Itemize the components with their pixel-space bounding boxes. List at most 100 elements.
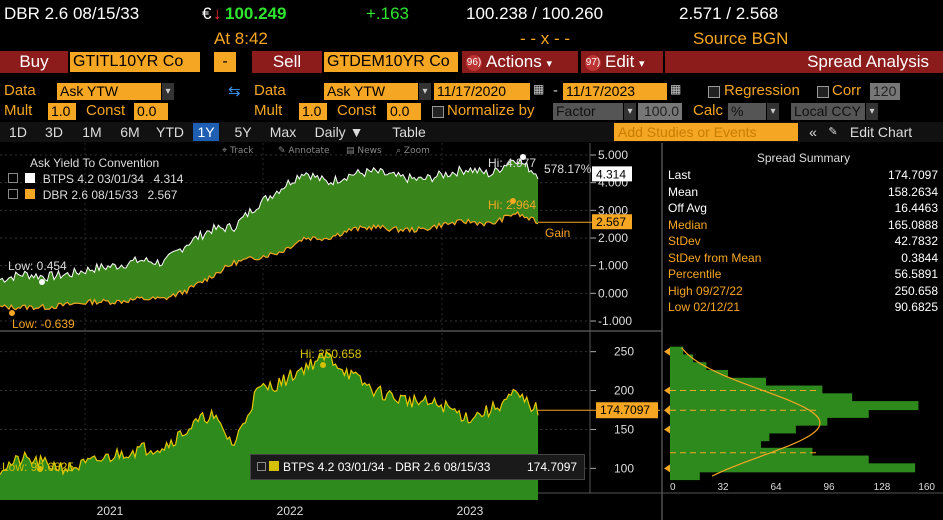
bottom-legend[interactable]: BTPS 4.2 03/01/34 - DBR 2.6 08/15/33 174…	[250, 454, 585, 480]
factor-input[interactable]: 100.0	[638, 103, 682, 120]
bid-ask: 100.238 / 100.260	[466, 4, 604, 23]
collapse-icon[interactable]: «	[809, 124, 817, 140]
expand-icon[interactable]	[8, 189, 18, 199]
legend-btps-name: BTPS 4.2 03/01/34	[42, 172, 145, 186]
spread-line	[0, 350, 539, 476]
calendar-icon[interactable]: ▦	[670, 82, 682, 96]
tab-ytd[interactable]: YTD	[156, 124, 184, 140]
const-label: Const	[86, 102, 126, 119]
table-button[interactable]: Table	[392, 124, 426, 140]
chevron-down-icon[interactable]: ▾	[162, 83, 174, 100]
buy-ticker-input[interactable]: GTITL10YR Co	[70, 52, 200, 72]
btps-high-label: Hi: 4.977	[488, 156, 536, 170]
histogram-bar	[670, 385, 823, 395]
quote-time: At 8:42	[214, 29, 268, 48]
y-tick-label: 200	[614, 384, 634, 398]
summary-value: 42.7832	[894, 234, 938, 248]
period-tabs: 1D 3D 1M 6M YTD 1Y 5Y Max Daily ▼ Table …	[0, 122, 943, 142]
regression-label: Regression	[724, 82, 800, 99]
edit-chart-button[interactable]: Edit Chart	[849, 124, 913, 140]
dbr-high-label: Hi: 2.964	[488, 198, 536, 212]
mid-placeholder: - - x - -	[520, 29, 571, 48]
expand-icon[interactable]	[257, 462, 266, 471]
hist-x-tick: 160	[918, 482, 935, 493]
edit-menu[interactable]: 97) Edit ▾	[581, 51, 663, 73]
hist-x-tick: 128	[874, 482, 891, 493]
chevron-down-icon: ▾	[546, 58, 553, 70]
summary-key: StDev from Mean	[668, 250, 762, 265]
news-tool[interactable]: ▤ News	[346, 146, 382, 156]
chevron-down-icon[interactable]: ▾	[624, 103, 636, 120]
data-select[interactable]: Ask YTW	[57, 83, 161, 100]
summary-row: Low 02/12/21 90.6825	[668, 300, 938, 316]
sell-ticker-input[interactable]: GTDEM10YR Co	[324, 52, 458, 72]
x-tick-label: 2022	[277, 504, 304, 518]
btps-low-marker	[39, 279, 45, 285]
tab-1d[interactable]: 1D	[9, 124, 27, 140]
tab-1y[interactable]: 1Y	[193, 123, 219, 141]
add-studies-input[interactable]: Add Studies or Events	[614, 123, 798, 141]
sell-button[interactable]: Sell	[252, 51, 322, 73]
chart-tools: ⌖ Track ✎ Annotate ▤ News ⌕ Zoom	[222, 146, 442, 158]
data2-label: Data	[254, 82, 286, 99]
calc-label: Calc	[693, 102, 724, 119]
summary-value: 56.5891	[894, 267, 938, 281]
mult2-input[interactable]: 1.0	[299, 103, 327, 120]
actions-menu[interactable]: 96) Actions ▾	[462, 51, 578, 73]
expand-icon[interactable]	[8, 173, 18, 183]
summary-row: Median 165.0888	[668, 218, 938, 234]
mult-input[interactable]: 1.0	[48, 103, 76, 120]
summary-key: Mean	[668, 184, 699, 199]
pencil-icon[interactable]: ✎	[828, 126, 838, 138]
histogram-bar	[670, 354, 694, 364]
annotate-tool[interactable]: ✎ Annotate	[278, 146, 330, 156]
track-tool[interactable]: ⌖ Track	[222, 146, 254, 156]
normalize-checkbox[interactable]	[432, 106, 444, 118]
legend-item-btps[interactable]: BTPS 4.2 03/01/34 4.314	[8, 172, 183, 186]
legend-item-dbr[interactable]: DBR 2.6 08/15/33 2.567	[8, 188, 177, 202]
actions-label: Actions	[486, 52, 542, 71]
zoom-tool[interactable]: ⌕ Zoom	[396, 146, 430, 156]
minus-button[interactable]: -	[214, 52, 236, 72]
top-legend: Ask Yield To Convention BTPS 4.2 03/01/3…	[8, 156, 198, 204]
regression-checkbox[interactable]	[708, 86, 720, 98]
corr-input[interactable]: 120	[870, 83, 900, 100]
calendar-icon[interactable]: ▦	[533, 82, 545, 96]
corr-checkbox[interactable]	[817, 86, 829, 98]
tab-5y[interactable]: 5Y	[234, 124, 252, 140]
zoom-label: Zoom	[403, 146, 430, 156]
buy-button[interactable]: Buy	[0, 51, 68, 73]
daily-select[interactable]: Daily ▼	[314, 124, 364, 140]
tab-3d[interactable]: 3D	[45, 124, 63, 140]
summary-title: Spread Summary	[756, 151, 851, 165]
current-arrow-marker	[664, 405, 670, 416]
ccy-select[interactable]: Local CCY	[791, 103, 865, 120]
tab-max[interactable]: Max	[269, 124, 297, 140]
swap-icon[interactable]: ⇆	[228, 83, 241, 100]
histogram-bar	[670, 401, 919, 411]
summary-row: StDev 42.7832	[668, 234, 938, 250]
const2-input[interactable]: 0.0	[387, 103, 421, 120]
data2-select[interactable]: Ask YTW	[324, 83, 418, 100]
security-name: DBR 2.6 08/15/33	[4, 4, 140, 23]
normalize-label: Normalize by	[447, 102, 535, 119]
tab-1m[interactable]: 1M	[82, 124, 102, 140]
start-date-input[interactable]: 11/17/2020	[434, 83, 530, 100]
chevron-down-icon[interactable]: ▾	[767, 103, 779, 120]
dbr-line	[0, 210, 539, 311]
factor-select[interactable]: Factor	[553, 103, 623, 120]
y-tick-label: 100	[614, 461, 634, 475]
quote-header: DBR 2.6 08/15/33 € ↓ 100.249 +.163 100.2…	[0, 0, 943, 30]
spread-last-tag	[596, 402, 658, 419]
dbr-low-marker	[9, 310, 15, 316]
dbr-high-marker	[510, 198, 516, 204]
const-input[interactable]: 0.0	[134, 103, 168, 120]
summary-key: StDev	[668, 234, 701, 248]
legend-dbr-name: DBR 2.6 08/15/33	[42, 188, 139, 202]
chevron-down-icon[interactable]: ▾	[866, 103, 878, 120]
histogram-bar	[670, 377, 767, 387]
tab-6m[interactable]: 6M	[120, 124, 140, 140]
calc-select[interactable]: %	[728, 103, 766, 120]
end-date-input[interactable]: 11/17/2023	[563, 83, 667, 100]
chevron-down-icon[interactable]: ▾	[419, 83, 431, 100]
